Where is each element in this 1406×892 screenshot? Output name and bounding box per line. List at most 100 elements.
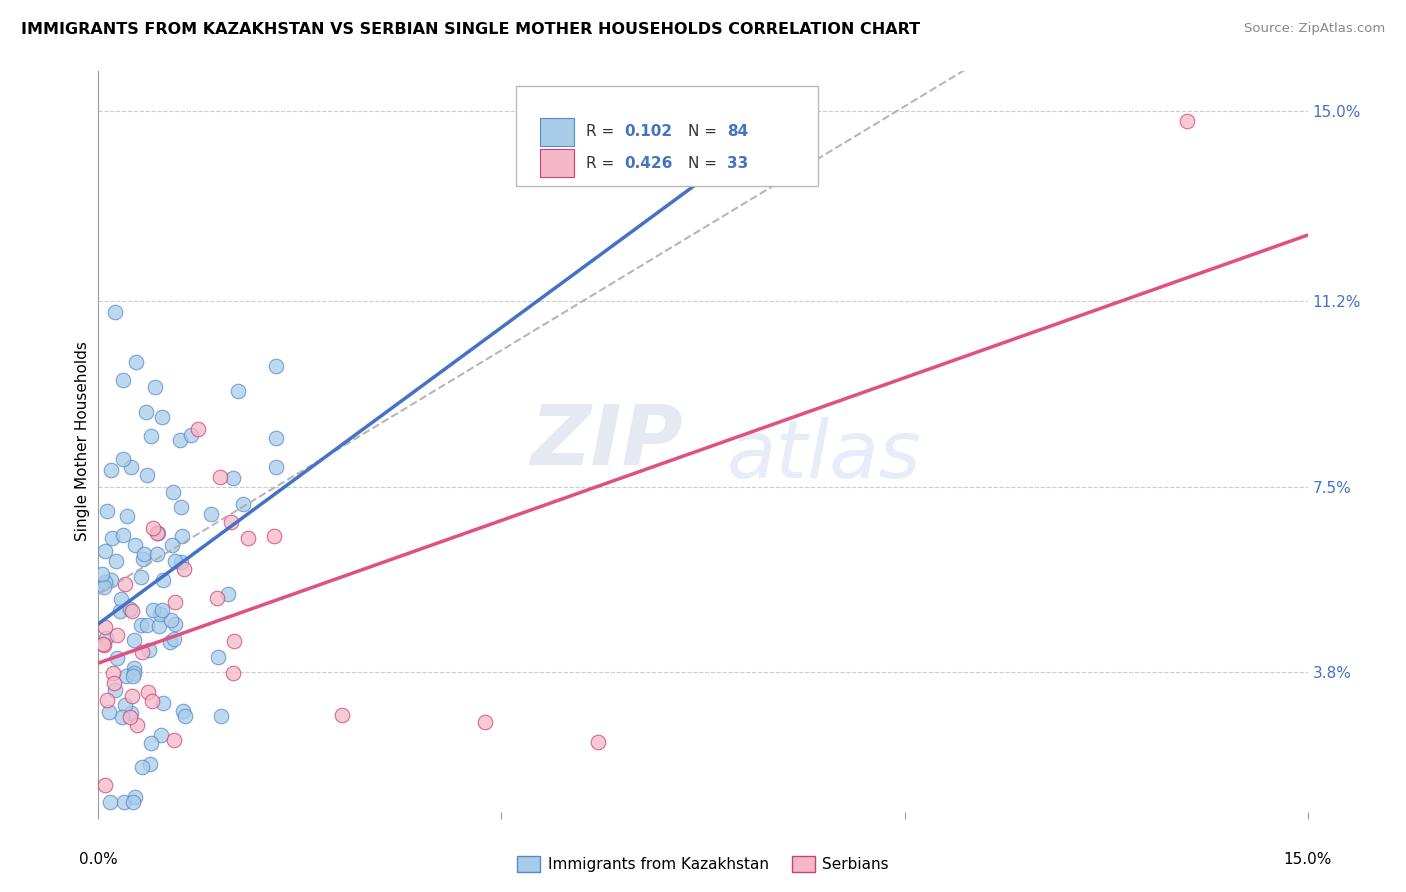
Point xyxy=(173,709,195,723)
Point xyxy=(222,665,245,680)
Point xyxy=(165,617,187,632)
Point xyxy=(111,710,134,724)
Point xyxy=(114,669,136,683)
Point xyxy=(122,661,145,675)
Text: R =: R = xyxy=(586,124,619,139)
Point xyxy=(330,708,353,723)
Point xyxy=(104,683,127,698)
Point xyxy=(187,422,209,436)
Point xyxy=(148,619,170,633)
Point xyxy=(120,602,142,616)
Point xyxy=(170,555,193,569)
Point xyxy=(122,669,145,683)
Point xyxy=(217,587,239,601)
Point xyxy=(98,795,121,809)
Point xyxy=(132,552,155,566)
Point xyxy=(91,567,114,582)
Point xyxy=(104,305,127,319)
FancyBboxPatch shape xyxy=(516,87,818,186)
Point xyxy=(207,650,229,665)
Point xyxy=(170,529,193,543)
Point xyxy=(149,607,172,622)
Point xyxy=(264,430,287,444)
Point xyxy=(139,757,162,772)
Text: N =: N = xyxy=(689,124,723,139)
Point xyxy=(170,500,193,515)
Point xyxy=(264,459,287,474)
Point xyxy=(112,528,135,542)
Legend: Immigrants from Kazakhstan, Serbians: Immigrants from Kazakhstan, Serbians xyxy=(510,850,896,878)
Point xyxy=(165,554,187,568)
Point xyxy=(94,620,117,634)
Point xyxy=(586,734,609,748)
Point xyxy=(120,710,142,724)
Point xyxy=(100,463,122,477)
Point xyxy=(208,470,231,484)
Point xyxy=(200,507,222,521)
Point xyxy=(222,634,245,648)
Point xyxy=(222,471,245,485)
Point xyxy=(93,574,115,589)
Point xyxy=(152,573,174,587)
Point xyxy=(120,459,142,474)
Point xyxy=(93,580,115,594)
Point xyxy=(139,429,162,443)
Point xyxy=(226,384,249,398)
Point xyxy=(159,635,181,649)
Point xyxy=(169,433,191,447)
Text: 15.0%: 15.0% xyxy=(1284,852,1331,867)
Point xyxy=(129,570,152,584)
Point xyxy=(264,359,287,374)
Point xyxy=(122,666,145,681)
Point xyxy=(96,631,118,645)
Point xyxy=(125,718,148,732)
Point xyxy=(93,638,115,652)
Point xyxy=(120,706,142,720)
Point xyxy=(94,778,117,792)
Text: 33: 33 xyxy=(727,156,748,171)
Point xyxy=(108,604,131,618)
Point xyxy=(122,795,145,809)
Point xyxy=(205,591,228,606)
Point xyxy=(91,637,114,651)
Point xyxy=(121,689,143,703)
Point xyxy=(122,632,145,647)
Point xyxy=(110,592,132,607)
Text: 84: 84 xyxy=(727,124,748,139)
Point xyxy=(160,538,183,552)
Text: Source: ZipAtlas.com: Source: ZipAtlas.com xyxy=(1244,22,1385,36)
Point xyxy=(180,428,202,442)
Point xyxy=(135,405,157,419)
Point xyxy=(124,538,146,552)
Point xyxy=(145,525,167,540)
Point xyxy=(172,704,194,718)
Point xyxy=(91,577,114,591)
Point xyxy=(232,497,254,511)
Point xyxy=(101,531,124,545)
Point xyxy=(96,692,118,706)
Point xyxy=(124,790,146,805)
Text: atlas: atlas xyxy=(727,417,921,495)
Point xyxy=(129,618,152,632)
Point xyxy=(112,795,135,809)
Point xyxy=(114,577,136,591)
Point xyxy=(94,544,117,558)
Text: R =: R = xyxy=(586,156,619,171)
Point xyxy=(173,562,195,576)
Point xyxy=(100,573,122,587)
Point xyxy=(134,547,156,561)
Text: 0.0%: 0.0% xyxy=(79,852,118,867)
Point xyxy=(98,706,121,720)
Y-axis label: Single Mother Households: Single Mother Households xyxy=(75,342,90,541)
FancyBboxPatch shape xyxy=(540,149,574,178)
Point xyxy=(150,603,173,617)
Point xyxy=(163,732,186,747)
Text: N =: N = xyxy=(689,156,723,171)
Point xyxy=(160,613,183,627)
Point xyxy=(114,698,136,712)
Point xyxy=(105,554,128,568)
Point xyxy=(150,409,173,424)
Point xyxy=(142,603,165,617)
Point xyxy=(142,520,165,534)
Point xyxy=(263,528,285,542)
